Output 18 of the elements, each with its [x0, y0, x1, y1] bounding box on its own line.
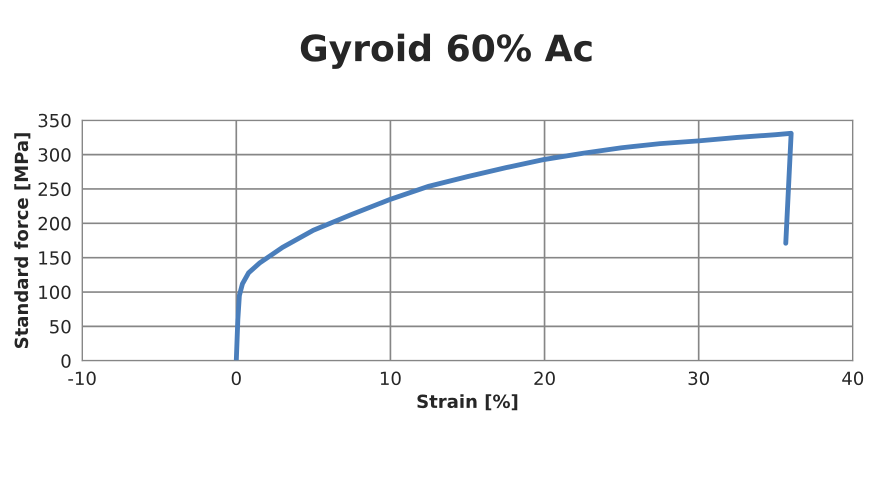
chart-title: Gyroid 60% Ac: [300, 34, 592, 69]
y-tick-label: 200: [38, 216, 71, 230]
y-tick-label: 0: [61, 354, 71, 368]
line-series: [234, 130, 794, 361]
y-tick-label: 50: [50, 320, 71, 334]
x-tick-label: 40: [842, 371, 864, 386]
x-tick-label: 10: [380, 371, 401, 386]
y-tick-label: 150: [39, 251, 71, 265]
y-tick-label: 350: [38, 114, 71, 128]
y-tick-label: 250: [38, 182, 71, 196]
x-tick-label: 20: [534, 371, 555, 386]
y-tick-label: 100: [39, 285, 71, 300]
x-tick-label: 0: [232, 371, 241, 386]
x-tick-label: 30: [688, 371, 709, 386]
y-axis-title: Standard force [MPa]: [14, 133, 30, 348]
y-tick-label: 300: [38, 148, 71, 162]
x-axis-title: Strain [%]: [417, 394, 518, 410]
x-tick-label: -10: [68, 371, 96, 386]
